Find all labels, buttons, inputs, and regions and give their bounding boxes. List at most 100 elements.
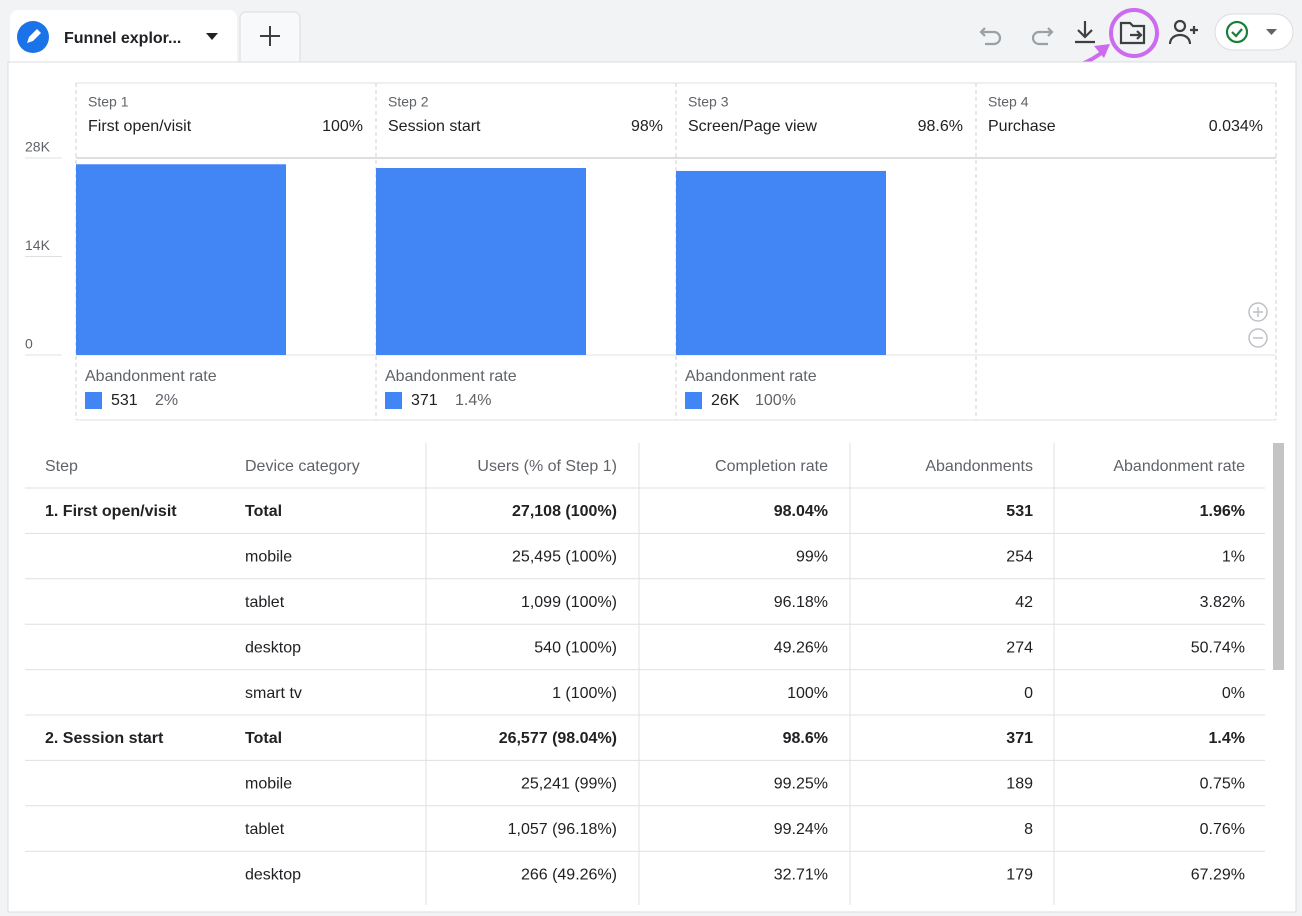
abandon-count: 371: [411, 392, 438, 409]
step-name: First open/visit: [88, 118, 192, 135]
table-cell: Total: [245, 730, 282, 747]
table-cell: 26,577 (98.04%): [499, 730, 617, 747]
tab-title: Funnel explor...: [64, 30, 181, 47]
y-tick-label: 28K: [25, 139, 51, 155]
zoom-controls: [1248, 302, 1268, 348]
abandon-count: 531: [111, 392, 138, 409]
table-cell: 98.6%: [783, 730, 828, 747]
table-cell: 1,057 (96.18%): [508, 821, 617, 838]
share[interactable]: [1168, 19, 1198, 45]
redo[interactable]: [1031, 27, 1054, 46]
table-cell: 99%: [796, 549, 828, 566]
column-header: Completion rate: [715, 458, 828, 475]
check: [1231, 28, 1243, 38]
table-cell: 27,108 (100%): [512, 503, 617, 520]
table-cell: 2. Session start: [45, 730, 164, 747]
zoom-out[interactable]: [1248, 328, 1268, 348]
table-cell: 99.24%: [774, 821, 828, 838]
table-cell: tablet: [245, 594, 285, 611]
bar: [676, 170, 886, 355]
table-cell: 49.26%: [774, 639, 828, 656]
table-cell: 99.25%: [774, 776, 828, 793]
step-rate: 0.034%: [1209, 118, 1263, 135]
column-header: Users (% of Step 1): [477, 458, 617, 475]
arrow-head: [1094, 44, 1110, 58]
table-cell: 32.71%: [774, 866, 828, 883]
table-cell: 25,241 (99%): [521, 776, 617, 793]
table-cell: mobile: [245, 776, 292, 793]
table-cell: 1.96%: [1200, 503, 1245, 520]
abandon-rate: 100%: [755, 392, 796, 409]
table-cell: 1,099 (100%): [521, 594, 617, 611]
legend-swatch: [385, 392, 402, 409]
step-number: Step 1: [88, 94, 129, 110]
column-header: Device category: [245, 458, 360, 475]
step-number: Step 3: [688, 94, 729, 110]
toolbar: [979, 19, 1198, 46]
table-cell: 98.04%: [774, 503, 828, 520]
table-cell: 42: [1015, 594, 1033, 611]
abandon-rate: 1.4%: [455, 392, 491, 409]
step-name: Screen/Page view: [688, 118, 817, 135]
table-cell: 67.29%: [1191, 866, 1245, 883]
zoom-in[interactable]: [1248, 302, 1268, 322]
abandon-title: Abandonment rate: [85, 368, 217, 385]
table-cell: 1%: [1222, 549, 1245, 566]
table-cell: 25,495 (100%): [512, 549, 617, 566]
table-cell: 266 (49.26%): [521, 866, 617, 883]
table-cell: 100%: [787, 685, 828, 702]
y-tick-label: 0: [25, 336, 33, 352]
table-cell: 0.75%: [1200, 776, 1245, 793]
table-cell: tablet: [245, 821, 285, 838]
legend-swatch: [85, 392, 102, 409]
bar: [76, 164, 286, 355]
export[interactable]: [1119, 21, 1146, 45]
step-rate: 100%: [322, 118, 363, 135]
table-cell: 96.18%: [774, 594, 828, 611]
check-icon: [1225, 20, 1249, 44]
column-header: Step: [45, 458, 78, 475]
column-header: Abandonments: [925, 458, 1033, 475]
table-cell: 189: [1006, 776, 1033, 793]
abandon-title: Abandonment rate: [685, 368, 817, 385]
table-cell: 0.76%: [1200, 821, 1245, 838]
table-cell: 531: [1006, 503, 1033, 520]
table-cell: 540 (100%): [534, 639, 617, 656]
table-cell: 179: [1006, 866, 1033, 883]
download[interactable]: [1075, 21, 1095, 44]
table-cell: Total: [245, 503, 282, 520]
legend-swatch: [685, 392, 702, 409]
column-header: Abandonment rate: [1113, 458, 1245, 475]
tab-menu[interactable]: [206, 33, 218, 40]
plus: [260, 26, 280, 46]
abandon-title: Abandonment rate: [385, 368, 517, 385]
step-number: Step 2: [388, 94, 429, 110]
status-menu: [1266, 29, 1277, 35]
step-name: Session start: [388, 118, 481, 135]
bar: [376, 168, 586, 355]
step-number: Step 4: [988, 94, 1029, 110]
table-cell: 3.82%: [1200, 594, 1245, 611]
undo[interactable]: [979, 27, 1002, 46]
active-tab[interactable]: [10, 10, 237, 62]
table-cell: 371: [1006, 730, 1033, 747]
table-cell: smart tv: [245, 685, 302, 702]
table-cell: 0: [1024, 685, 1033, 702]
abandon-rate: 2%: [155, 392, 178, 409]
table-cell: 0%: [1222, 685, 1245, 702]
highlight: [1109, 8, 1159, 58]
table-cell: mobile: [245, 549, 292, 566]
table-cell: desktop: [245, 866, 301, 883]
step-rate: 98.6%: [918, 118, 963, 135]
scrollbar[interactable]: [1273, 443, 1284, 670]
table-cell: 50.74%: [1191, 639, 1245, 656]
table-cell: desktop: [245, 639, 301, 656]
step-rate: 98%: [631, 118, 663, 135]
table-cell: 8: [1024, 821, 1033, 838]
table-cell: 1. First open/visit: [45, 503, 177, 520]
table-cell: 254: [1006, 549, 1033, 566]
pencil: [27, 29, 41, 43]
y-tick-label: 14K: [25, 237, 51, 253]
